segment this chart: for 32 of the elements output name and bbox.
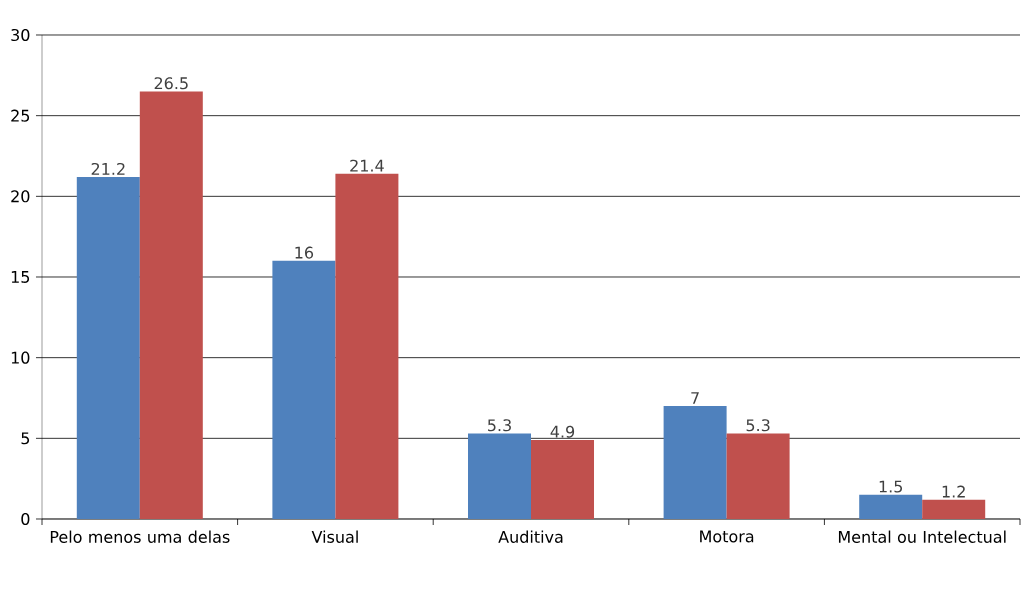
bar: [531, 439, 595, 519]
y-tick-label: 25: [11, 109, 30, 122]
bar: [272, 260, 336, 519]
y-tick-label: 10: [11, 351, 30, 364]
bar: [468, 433, 531, 519]
bar: [139, 91, 203, 519]
y-tick-label: 15: [11, 271, 30, 283]
bar: [76, 176, 140, 519]
data-label: 21.2: [91, 162, 125, 175]
data-label: 1.2: [942, 485, 965, 498]
data-label: 5.3: [746, 419, 770, 432]
y-tick-label: 5: [21, 432, 30, 445]
x-tick-label: Visual: [311, 530, 358, 543]
bar: [726, 433, 790, 519]
data-label: 16: [295, 246, 314, 259]
data-label: 1.5: [879, 480, 903, 493]
bar: [922, 499, 986, 519]
data-label: 4.9: [550, 425, 575, 438]
data-label: 5.3: [488, 419, 511, 432]
data-label: 21.4: [350, 159, 384, 172]
y-tick-label: 20: [11, 190, 30, 203]
bar: [335, 173, 399, 519]
x-tick-label: Motora: [700, 530, 754, 543]
data-label: 26.5: [154, 77, 188, 90]
y-tick-label: 30: [11, 28, 30, 42]
x-tick-label: Auditiva: [498, 530, 563, 543]
y-tick-label: 0: [21, 512, 30, 526]
bar: [663, 406, 727, 519]
x-tick-label: Pelo menos uma delas: [50, 530, 230, 543]
bar: [859, 494, 923, 519]
data-label: 7: [691, 392, 699, 404]
x-tick-label: Mental ou Intelectual: [838, 530, 1006, 543]
